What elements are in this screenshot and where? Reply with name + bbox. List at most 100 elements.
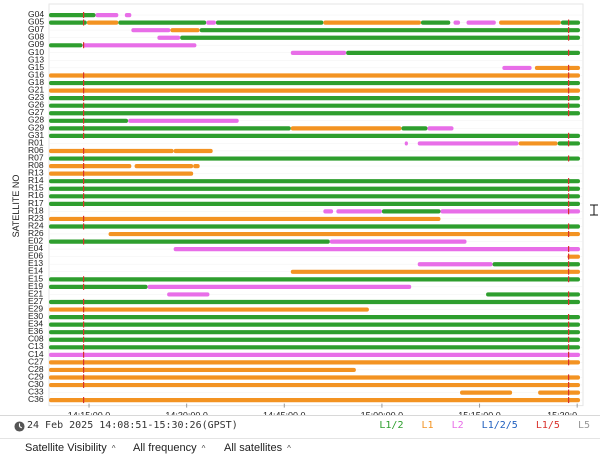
clock-icon [14, 421, 25, 432]
y-axis-labels: G04G05G07G08G09G10G13G15G16G18G21G23G26G… [28, 9, 44, 404]
visibility-segment [49, 148, 174, 154]
visibility-segment [147, 284, 412, 289]
chart-bars [49, 12, 580, 404]
visibility-segment [157, 35, 181, 40]
satellite-label: R15 [28, 183, 44, 193]
x-tick-label: 14:30:00.0 [165, 411, 208, 415]
visibility-segment [118, 20, 207, 25]
cycle-slip-mark [568, 351, 570, 358]
satellite-label: R24 [28, 220, 44, 230]
cycle-slip-mark [83, 223, 85, 230]
visibility-segment [336, 209, 382, 214]
cycle-slip-mark [568, 336, 570, 343]
satellite-label: E36 [28, 326, 43, 336]
satellite-label: E21 [28, 288, 43, 298]
cycle-slip-mark [83, 283, 85, 290]
visibility-segment [290, 126, 402, 131]
cycle-slip-mark [83, 79, 85, 86]
x-tick-label: 15:15:00.0 [458, 411, 501, 415]
satellite-label: R14 [28, 175, 44, 185]
visibility-segment [567, 254, 580, 259]
visibility-segment [49, 20, 87, 25]
cycle-slip-mark [568, 102, 570, 109]
visibility-segment [560, 20, 580, 25]
cycle-slip-mark [568, 72, 570, 79]
cycle-slip-mark [83, 329, 85, 336]
visibility-segment [427, 126, 454, 131]
x-axis-ticks: 14:15:00.0 14:30:00.0 14:45:00.0 15:00:00.0… [68, 403, 578, 415]
visibility-segment [49, 186, 580, 191]
satellite-label: E02 [28, 236, 43, 246]
x-tick-label: 14:45:00.0 [263, 411, 306, 415]
visibility-segment [49, 352, 580, 357]
satellite-label: R08 [28, 160, 44, 170]
cycle-slip-mark [83, 366, 85, 373]
cycle-slip-mark [568, 140, 570, 147]
satellite-visibility-chart[interactable]: G04G05G07G08G09G10G13G15G16G18G21G23G26G… [0, 0, 600, 415]
visibility-segment [124, 13, 132, 18]
visibility-segment [49, 133, 580, 138]
satellite-label: R01 [28, 137, 44, 147]
view-select[interactable]: Satellite Visibility ^ [25, 442, 116, 454]
visibility-segment [193, 164, 200, 169]
cycle-slip-mark [83, 321, 85, 328]
satellite-label: R13 [28, 168, 44, 178]
satellite-label: G21 [28, 85, 44, 95]
cycle-slip-mark [568, 64, 570, 71]
satellite-label: E06 [28, 251, 43, 261]
satellites-select[interactable]: All satellites ^ [224, 442, 291, 454]
resize-cursor-icon[interactable] [590, 204, 598, 216]
cycle-slip-mark [83, 359, 85, 366]
cycle-slip-mark [83, 276, 85, 283]
satellite-label: G07 [28, 24, 44, 34]
cycle-slip-mark [568, 95, 570, 102]
cycle-slip-mark [83, 125, 85, 132]
visibility-segment [49, 194, 580, 199]
satellite-label: E29 [28, 303, 43, 313]
cycle-slip-mark [83, 314, 85, 320]
visibility-segment [82, 43, 197, 48]
visibility-segment [49, 80, 580, 86]
visibility-segment [173, 148, 213, 154]
cycle-slip-mark [568, 79, 570, 86]
cycle-slip-mark [568, 200, 570, 207]
visibility-segment [49, 13, 96, 18]
cycle-slip-mark [568, 329, 570, 336]
visibility-segment [49, 224, 580, 229]
frequency-select[interactable]: All frequency ^ [133, 442, 205, 454]
satellite-label: C14 [28, 349, 44, 359]
time-range-text: 24 Feb 2025 14:08:51-15:30:26(GPST) [27, 420, 238, 431]
satellite-label: R17 [28, 198, 44, 208]
cycle-slip-mark [568, 208, 570, 215]
visibility-segment [49, 103, 580, 108]
satellite-label: C36 [28, 394, 44, 404]
visibility-segment [502, 65, 532, 71]
satellite-label: C28 [28, 364, 44, 374]
visibility-segment [49, 111, 580, 116]
cycle-slip-mark [568, 268, 570, 275]
cycle-slip-mark [83, 185, 85, 192]
visibility-segment [49, 375, 580, 380]
y-axis-label: SATELLITE NO [11, 175, 21, 238]
plot-frame [48, 3, 584, 407]
satellite-label: C08 [28, 334, 44, 344]
visibility-segment [199, 28, 580, 33]
view-select-label: Satellite Visibility [25, 442, 107, 454]
visibility-segment [453, 20, 461, 25]
visibility-segment [134, 164, 194, 169]
cycle-slip-mark [83, 200, 85, 207]
visibility-segment [180, 35, 580, 40]
visibility-segment [49, 360, 580, 365]
status-bar: 24 Feb 2025 14:08:51-15:30:26(GPST) L1/2… [0, 415, 600, 439]
cycle-slip-mark [568, 381, 570, 388]
legend-l12: L1/2 [379, 420, 404, 431]
visibility-segment [128, 118, 239, 123]
legend-l1: L1 [421, 420, 434, 431]
visibility-segment [538, 390, 580, 395]
cycle-slip-mark [568, 374, 570, 381]
satellite-label: E14 [28, 266, 43, 276]
cycle-slip-mark [568, 321, 570, 328]
cycle-slip-mark [83, 178, 85, 185]
satellite-label: G23 [28, 92, 44, 102]
visibility-segment [518, 141, 558, 146]
